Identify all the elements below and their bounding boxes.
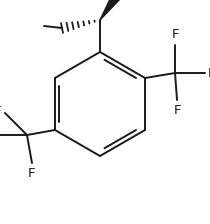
Polygon shape [100, 0, 122, 20]
Text: F: F [208, 67, 210, 80]
Text: F: F [173, 104, 181, 117]
Text: F: F [0, 105, 1, 118]
Text: F: F [28, 167, 36, 180]
Text: F: F [171, 28, 179, 41]
